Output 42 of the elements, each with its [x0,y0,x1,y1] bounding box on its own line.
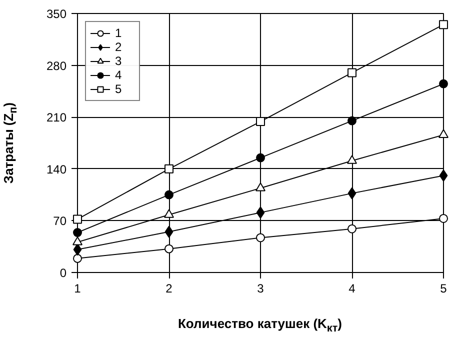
point [73,214,82,224]
x-tick-label: 3 [257,282,264,296]
point [164,226,174,238]
point [73,254,82,263]
point [164,209,174,218]
point [439,20,448,30]
point [348,116,356,126]
y-tick-label: 140 [46,162,67,176]
legend-label: 5 [115,82,123,96]
point [256,153,265,162]
x-tick-label: 1 [74,282,82,296]
point [256,233,265,242]
y-tick-label: 210 [46,110,67,125]
point [256,206,265,219]
point [439,170,448,182]
point [256,117,265,126]
y-tick-label: 0 [60,266,67,280]
point [73,228,82,238]
point [347,155,357,164]
legend-label: 1 [115,26,123,40]
point [439,79,448,88]
x-tick-label: 5 [440,282,448,296]
point [348,68,356,78]
y-tick-label: 350 [46,7,67,21]
point [73,244,82,256]
point [164,190,174,200]
legend-label: 3 [115,54,123,68]
point [348,224,356,234]
point [438,129,448,138]
xlabel: Количество катушек (K$_{кт}$) [176,315,343,337]
point [164,164,174,174]
x-tick-label: 2 [166,282,173,296]
point [164,244,174,254]
legend-label: 4 [115,68,123,82]
y-tick-label: 280 [46,58,67,73]
point [72,236,82,246]
legend-label: 2 [115,40,123,54]
y-tick-label: 70 [53,214,67,228]
point [439,214,448,223]
x-tick-label: 4 [348,282,356,296]
point [256,182,266,192]
point [348,187,356,200]
